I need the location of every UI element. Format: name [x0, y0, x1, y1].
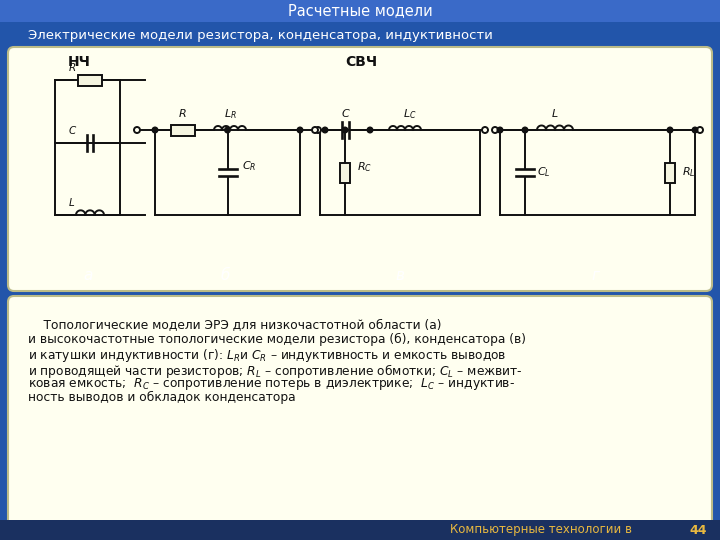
- Circle shape: [498, 127, 503, 133]
- Text: в: в: [395, 267, 405, 282]
- FancyBboxPatch shape: [0, 520, 720, 540]
- Circle shape: [697, 127, 703, 133]
- Text: R: R: [179, 109, 187, 119]
- Text: R: R: [68, 63, 76, 73]
- Circle shape: [692, 127, 698, 133]
- Circle shape: [152, 127, 158, 133]
- Circle shape: [482, 127, 488, 133]
- Text: L: L: [69, 198, 75, 208]
- Text: Топологические модели ЭРЭ для низкочастотной области (а): Топологические модели ЭРЭ для низкочасто…: [28, 318, 441, 331]
- Text: и катушки индуктивности (г): $L_R$и $C_R$ – индуктивность и емкость выводов: и катушки индуктивности (г): $L_R$и $C_R…: [28, 347, 506, 364]
- Text: Электрические модели резистора, конденсатора, индуктивности: Электрические модели резистора, конденса…: [28, 29, 493, 42]
- Text: ковая емкость;  $R_C$ – сопротивление потерь в диэлектрике;  $L_C$ – индуктив-: ковая емкость; $R_C$ – сопротивление пот…: [28, 376, 515, 392]
- Text: $C_L$: $C_L$: [537, 166, 551, 179]
- Text: Расчетные модели: Расчетные модели: [287, 3, 433, 18]
- Text: $L_R$: $L_R$: [224, 107, 236, 121]
- Text: L: L: [552, 109, 558, 119]
- FancyBboxPatch shape: [0, 0, 720, 22]
- Text: НЧ: НЧ: [68, 55, 91, 69]
- Text: г: г: [591, 267, 599, 282]
- Circle shape: [323, 127, 328, 133]
- Bar: [340, 163, 350, 183]
- Bar: [665, 163, 675, 183]
- Circle shape: [315, 127, 321, 133]
- FancyBboxPatch shape: [8, 47, 712, 291]
- Text: ность выводов и обкладок конденсатора: ность выводов и обкладок конденсатора: [28, 390, 296, 403]
- Circle shape: [225, 127, 230, 133]
- Text: б: б: [220, 267, 230, 282]
- Text: и проводящей части резисторов; $R_L$ – сопротивление обмотки; $C_L$ – межвит-: и проводящей части резисторов; $R_L$ – с…: [28, 361, 523, 380]
- FancyBboxPatch shape: [8, 296, 712, 526]
- Text: C: C: [68, 125, 76, 136]
- Circle shape: [522, 127, 528, 133]
- Circle shape: [492, 127, 498, 133]
- Text: $R_L$: $R_L$: [682, 166, 696, 179]
- Text: 44: 44: [689, 523, 707, 537]
- Circle shape: [297, 127, 303, 133]
- Circle shape: [342, 127, 348, 133]
- Text: СВЧ: СВЧ: [345, 55, 377, 69]
- Text: $C_R$: $C_R$: [241, 160, 256, 173]
- Circle shape: [312, 127, 318, 133]
- Text: $R_C$: $R_C$: [357, 160, 372, 174]
- Bar: [78, 75, 102, 85]
- Text: а: а: [84, 267, 93, 282]
- Text: Компьютерные технологии в: Компьютерные технологии в: [450, 523, 632, 537]
- Bar: [171, 125, 195, 136]
- Circle shape: [667, 127, 672, 133]
- Text: и высокочастотные топологические модели резистора (б), конденсатора (в): и высокочастотные топологические модели …: [28, 333, 526, 346]
- Text: $L_C$: $L_C$: [403, 107, 417, 121]
- Circle shape: [134, 127, 140, 133]
- Text: C: C: [341, 109, 349, 119]
- Circle shape: [367, 127, 373, 133]
